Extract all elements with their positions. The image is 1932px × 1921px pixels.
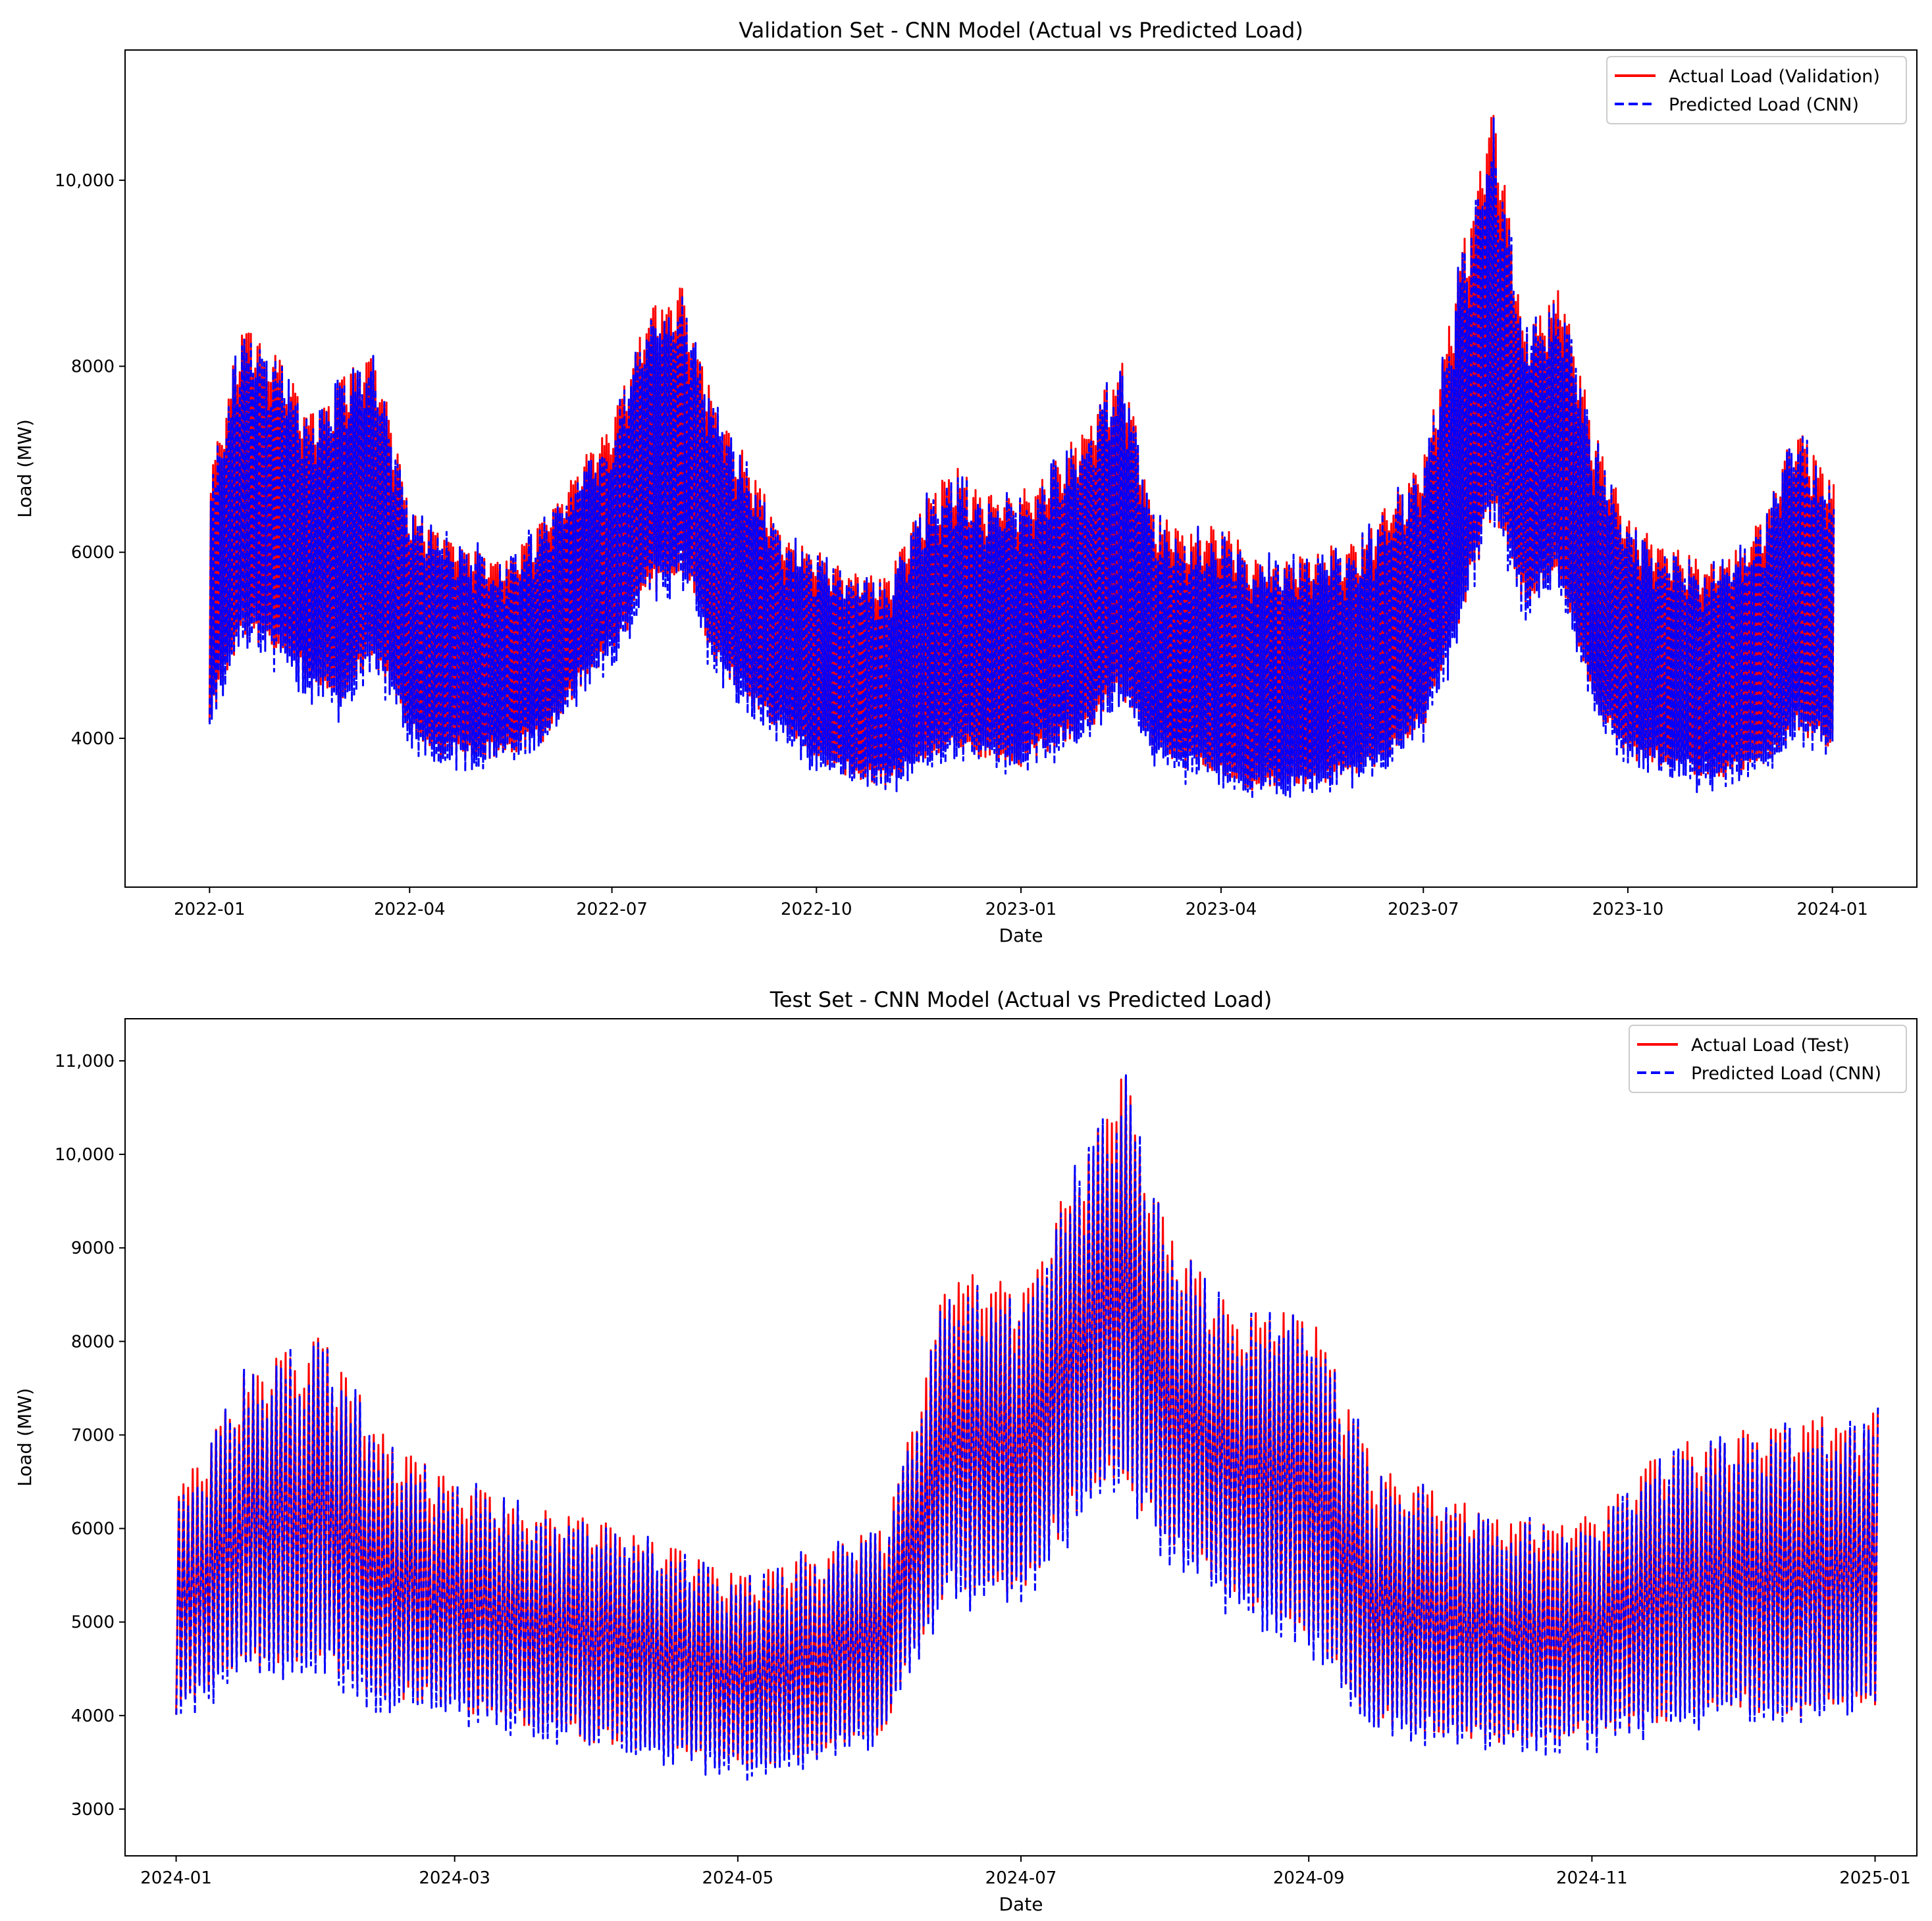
x-axis-label: Date: [999, 1893, 1043, 1915]
y-tick-label: 10,000: [55, 171, 115, 191]
y-tick-label: 7000: [71, 1425, 115, 1445]
y-tick-label: 4000: [71, 729, 115, 749]
y-tick-label: 4000: [71, 1706, 115, 1726]
y-tick-label: 11,000: [55, 1052, 115, 1071]
y-tick-label: 8000: [71, 1332, 115, 1352]
legend-entry-predicted: Predicted Load (CNN): [1669, 95, 1859, 115]
x-tick-label: 2024-01: [140, 1868, 212, 1888]
x-axis-label: Date: [999, 925, 1043, 946]
y-axis: 4000 6000 8000 10,000: [55, 171, 125, 749]
y-axis-label: Load (MW): [14, 419, 36, 518]
test-chart: Test Set - CNN Model (Actual vs Predicte…: [14, 987, 1918, 1915]
x-tick-label: 2023-04: [1186, 900, 1257, 919]
series-line-predicted: [209, 117, 1835, 801]
x-tick-label: 2023-07: [1388, 900, 1459, 919]
legend: Actual Load (Test) Predicted Load (CNN): [1629, 1025, 1907, 1093]
legend-box: [1629, 1025, 1907, 1093]
chart-title: Validation Set - CNN Model (Actual vs Pr…: [739, 18, 1303, 43]
x-tick-label: 2025-01: [1839, 1868, 1911, 1888]
y-tick-label: 10,000: [55, 1145, 115, 1165]
y-axis: 3000 4000 5000 6000 7000 8000 9000 10,000 11,000: [55, 1052, 125, 1820]
legend-box: [1606, 56, 1907, 124]
legend-entry-actual: Actual Load (Test): [1691, 1035, 1850, 1056]
series-line-predicted: [175, 1074, 1879, 1783]
x-tick-label: 2024-07: [985, 1868, 1057, 1888]
y-tick-label: 6000: [71, 543, 115, 563]
validation-chart: Validation Set - CNN Model (Actual vs Pr…: [14, 18, 1918, 946]
x-axis: 2022-01 2022-04 2022-07 2022-10 2023-01 2023-…: [174, 887, 1868, 919]
x-tick-label: 2023-10: [1592, 900, 1664, 919]
x-tick-label: 2024-01: [1796, 900, 1868, 919]
x-tick-label: 2022-04: [374, 900, 446, 919]
x-tick-label: 2024-09: [1273, 1868, 1345, 1888]
plot-area: [175, 1074, 1879, 1783]
x-tick-label: 2022-10: [781, 900, 852, 919]
x-tick-label: 2024-11: [1556, 1868, 1628, 1888]
y-tick-label: 9000: [71, 1239, 115, 1258]
y-tick-label: 3000: [71, 1800, 115, 1820]
y-tick-label: 6000: [71, 1520, 115, 1539]
x-tick-label: 2024-05: [702, 1868, 774, 1888]
legend-entry-actual: Actual Load (Validation): [1669, 66, 1880, 87]
y-tick-label: 8000: [71, 357, 115, 377]
legend: Actual Load (Validation) Predicted Load …: [1606, 56, 1907, 124]
x-tick-label: 2022-01: [174, 900, 246, 919]
chart-title: Test Set - CNN Model (Actual vs Predicte…: [770, 987, 1272, 1012]
y-axis-label: Load (MW): [14, 1388, 36, 1487]
x-tick-label: 2022-07: [576, 900, 648, 919]
x-tick-label: 2023-01: [985, 900, 1057, 919]
y-tick-label: 5000: [71, 1613, 115, 1633]
legend-entry-predicted: Predicted Load (CNN): [1691, 1063, 1881, 1084]
plot-area: [208, 115, 1835, 801]
x-axis: 2024-01 2024-03 2024-05 2024-07 2024-09 2024-…: [140, 1856, 1911, 1888]
x-tick-label: 2024-03: [419, 1868, 490, 1888]
